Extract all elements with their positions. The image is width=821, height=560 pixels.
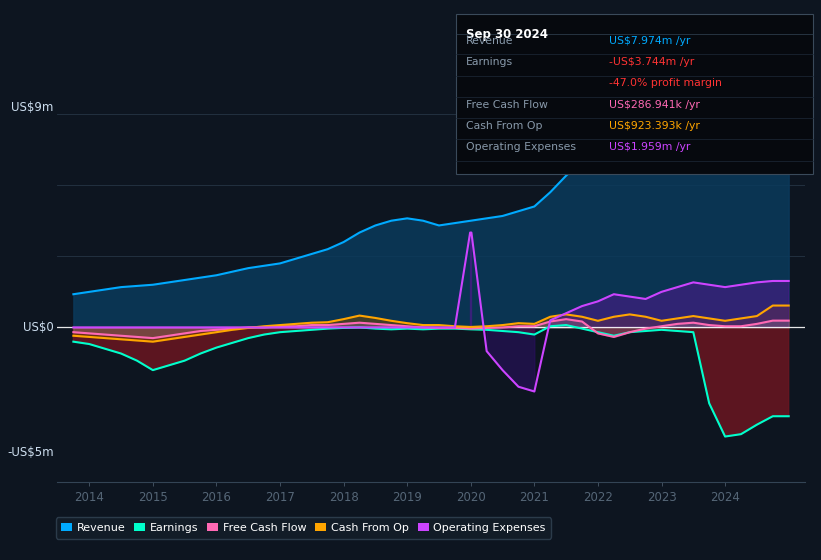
Text: -US$5m: -US$5m xyxy=(7,446,53,459)
Text: US$286.941k /yr: US$286.941k /yr xyxy=(609,100,700,110)
Text: US$0: US$0 xyxy=(23,321,53,334)
Text: Earnings: Earnings xyxy=(466,57,512,67)
Text: Operating Expenses: Operating Expenses xyxy=(466,142,576,152)
Text: Revenue: Revenue xyxy=(466,36,513,46)
Text: Cash From Op: Cash From Op xyxy=(466,121,542,131)
Text: US$7.974m /yr: US$7.974m /yr xyxy=(609,36,690,46)
Text: Free Cash Flow: Free Cash Flow xyxy=(466,100,548,110)
Text: US$9m: US$9m xyxy=(11,101,53,114)
Text: Sep 30 2024: Sep 30 2024 xyxy=(466,28,548,41)
Text: -47.0% profit margin: -47.0% profit margin xyxy=(609,78,722,88)
Legend: Revenue, Earnings, Free Cash Flow, Cash From Op, Operating Expenses: Revenue, Earnings, Free Cash Flow, Cash … xyxy=(56,517,551,539)
Text: -US$3.744m /yr: -US$3.744m /yr xyxy=(609,57,695,67)
Text: US$923.393k /yr: US$923.393k /yr xyxy=(609,121,700,131)
Text: US$1.959m /yr: US$1.959m /yr xyxy=(609,142,690,152)
